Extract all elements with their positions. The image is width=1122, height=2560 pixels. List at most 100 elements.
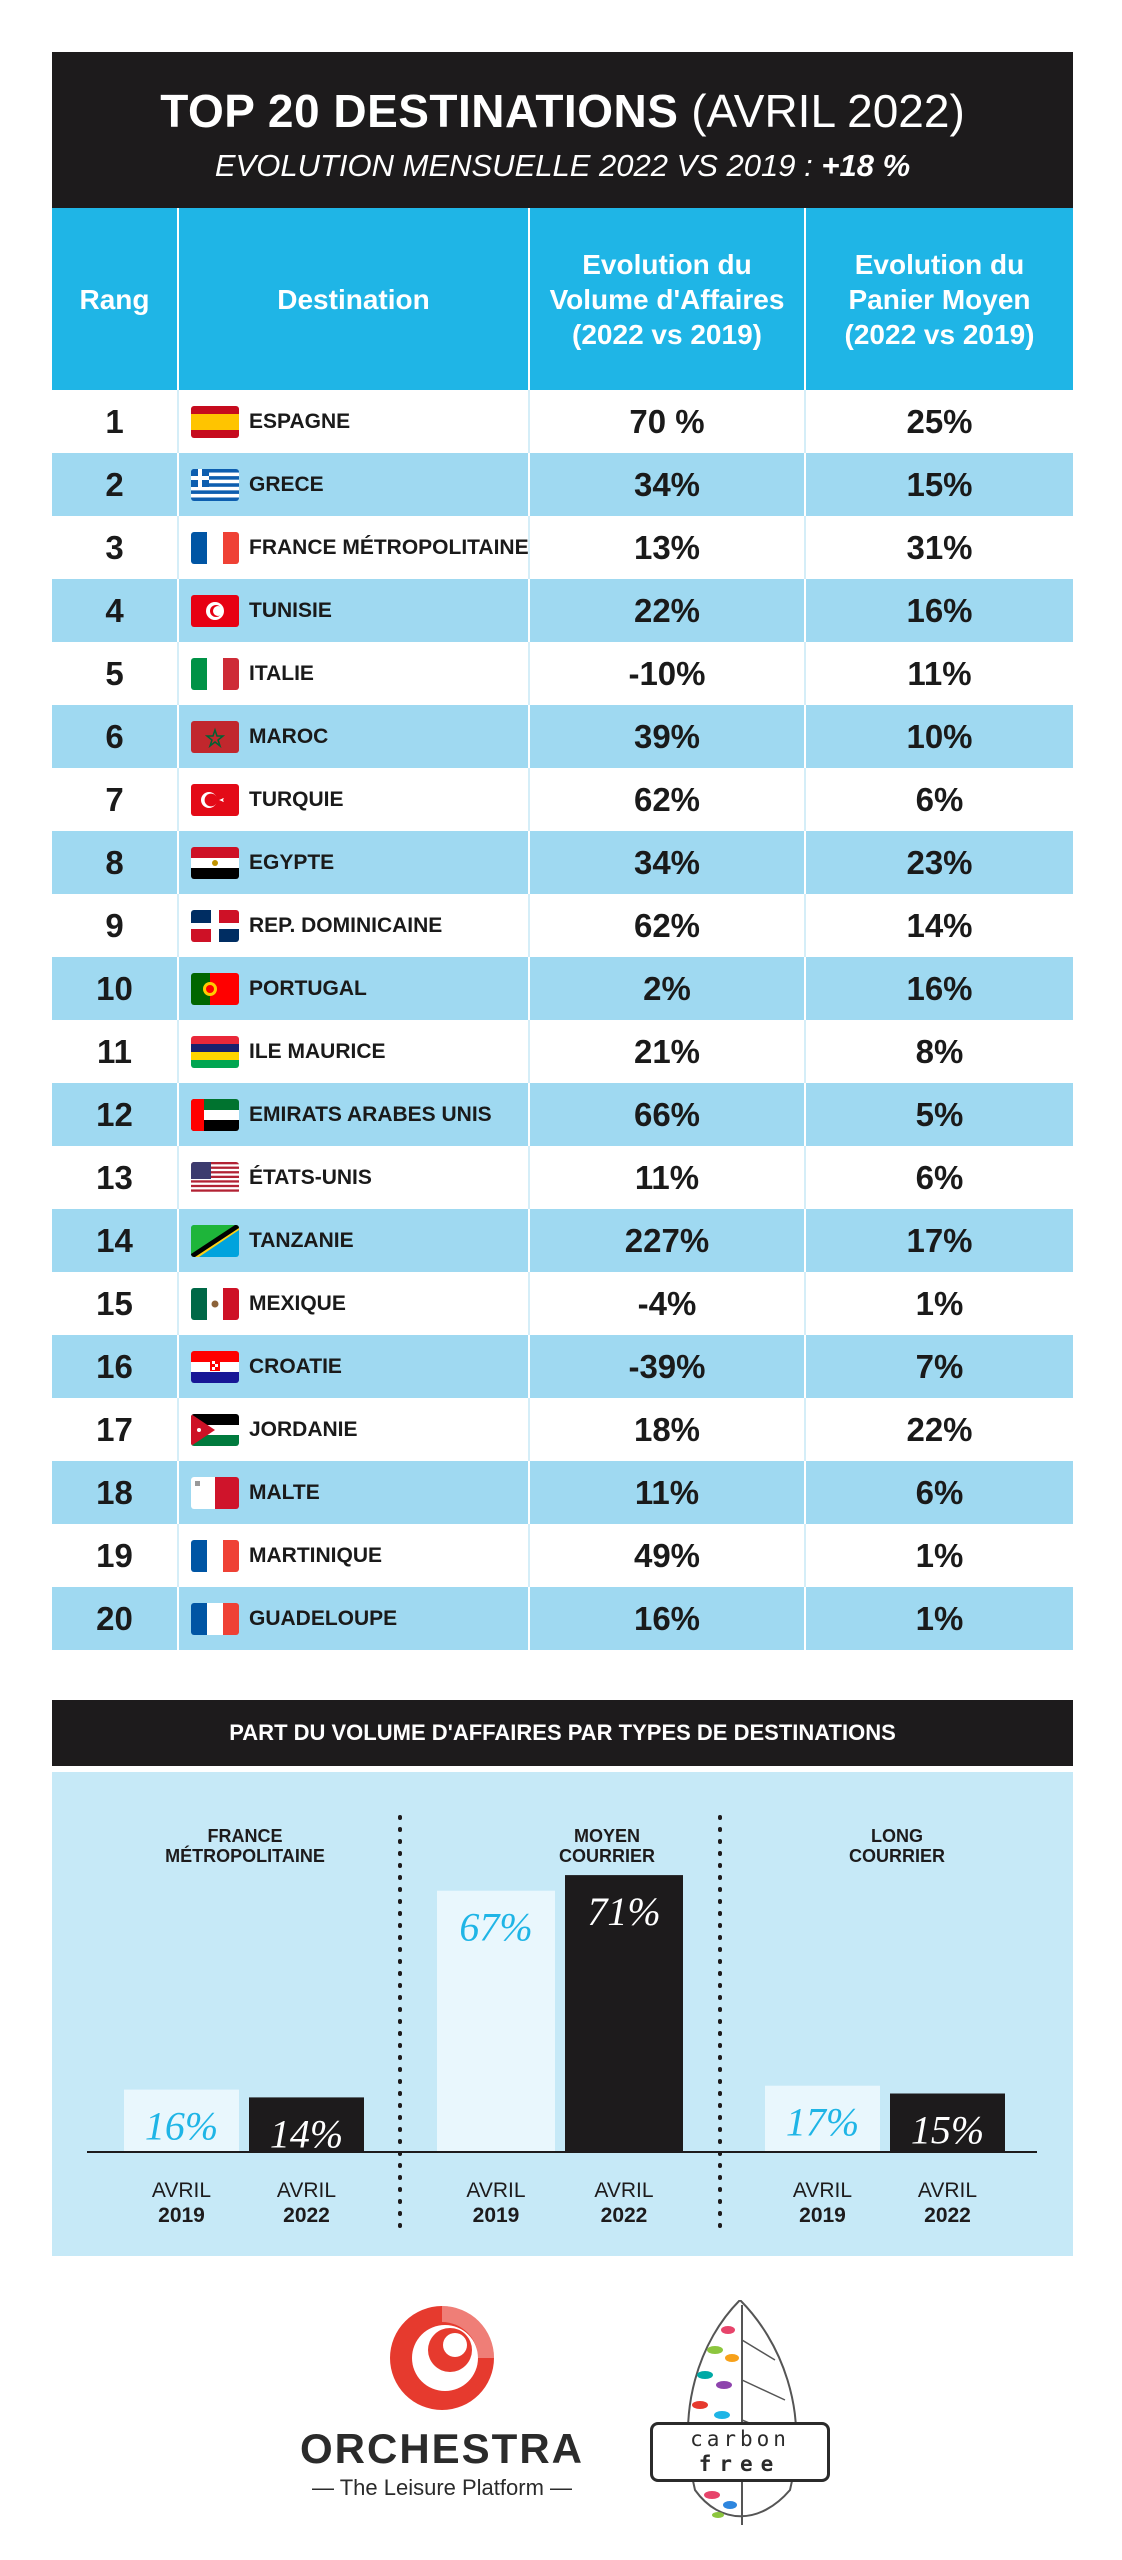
carbon-free-badge: carbon free xyxy=(650,2422,830,2482)
x-tick-label-year: 2019 xyxy=(473,2204,520,2227)
destination-cell: ÉTATS-UNIS xyxy=(178,1146,530,1209)
rank-cell: 4 xyxy=(52,579,179,642)
destination-cell: REP. DOMINICAINE xyxy=(178,894,530,957)
orchestra-name: ORCHESTRA xyxy=(299,2425,584,2472)
bar xyxy=(890,2093,1005,2152)
destination-cell: PORTUGAL xyxy=(178,957,530,1020)
panier-cell: 17% xyxy=(805,1209,1073,1272)
destination-name: MARTINIQUE xyxy=(249,1543,382,1567)
panier-cell: 23% xyxy=(805,831,1073,894)
carbon-free-leaf-icon xyxy=(687,2300,798,2525)
rank-cell: 3 xyxy=(52,516,179,579)
volume-cell: 18% xyxy=(529,1398,806,1461)
rank-cell: 16 xyxy=(52,1335,179,1398)
france-flag-icon xyxy=(191,531,239,564)
orchestra-logo-icon xyxy=(390,2306,494,2410)
destination-name: JORDANIE xyxy=(249,1417,358,1441)
destination-name: ITALIE xyxy=(249,661,314,685)
destination-cell: GRECE xyxy=(178,453,530,516)
destination-name: EGYPTE xyxy=(249,850,335,874)
malta-flag-icon xyxy=(191,1476,239,1509)
subtitle-text: EVOLUTION MENSUELLE 2022 VS 2019 : xyxy=(214,148,813,183)
destination-cell: MAROC xyxy=(178,705,530,768)
table-row: 12 EMIRATS ARABES UNIS 66% 5% xyxy=(52,1083,1073,1146)
panier-cell: 31% xyxy=(805,516,1073,579)
table-row: 11 ILE MAURICE 21% 8% xyxy=(52,1020,1073,1083)
destination-cell: TANZANIE xyxy=(178,1209,530,1272)
bar-value-label: 14% xyxy=(270,2111,343,2156)
volume-cell: 11% xyxy=(529,1146,806,1209)
rank-cell: 2 xyxy=(52,453,179,516)
rank-cell: 14 xyxy=(52,1209,179,1272)
volume-cell: 34% xyxy=(529,831,806,894)
table-row: 3 FRANCE MÉTROPOLITAINE 13% 31% xyxy=(52,516,1073,579)
orchestra-tagline: — The Leisure Platform — xyxy=(311,2475,573,2500)
dominican-republic-flag-icon xyxy=(191,909,239,942)
title-block: TOP 20 DESTINATIONS (AVRIL 2022) EVOLUTI… xyxy=(52,52,1073,208)
destination-cell: TUNISIE xyxy=(178,579,530,642)
volume-cell: 13% xyxy=(529,516,806,579)
rank-cell: 10 xyxy=(52,957,179,1020)
volume-cell: 62% xyxy=(529,768,806,831)
panier-cell: 7% xyxy=(805,1335,1073,1398)
bar-value-label: 16% xyxy=(145,2104,218,2149)
panier-cell: 5% xyxy=(805,1083,1073,1146)
panier-cell: 6% xyxy=(805,768,1073,831)
volume-cell: 34% xyxy=(529,453,806,516)
table-row: 7 TURQUIE 62% 6% xyxy=(52,768,1073,831)
x-tick-label-year: 2022 xyxy=(924,2204,971,2227)
volume-cell: 70 % xyxy=(529,390,806,453)
volume-cell: 22% xyxy=(529,579,806,642)
title-date: (AVRIL 2022) xyxy=(691,85,965,137)
rank-cell: 17 xyxy=(52,1398,179,1461)
chart-title: PART DU VOLUME D'AFFAIRES PAR TYPES DE D… xyxy=(52,1700,1073,1766)
x-tick-label-month: AVRIL xyxy=(918,2179,977,2202)
table-row: 5 ITALIE -10% 11% xyxy=(52,642,1073,705)
panier-cell: 16% xyxy=(805,579,1073,642)
x-tick-label-month: AVRIL xyxy=(466,2179,525,2202)
destination-cell: ITALIE xyxy=(178,642,530,705)
table-row: 17 JORDANIE 18% 22% xyxy=(52,1398,1073,1461)
bar-value-label: 71% xyxy=(587,1889,660,1934)
bar xyxy=(124,2089,239,2152)
volume-cell: 2% xyxy=(529,957,806,1020)
tanzania-flag-icon xyxy=(191,1224,239,1257)
group-title: FRANCE MÉTROPOLITAINE xyxy=(165,1826,325,1866)
table-row: 13 ÉTATS-UNIS 11% 6% xyxy=(52,1146,1073,1209)
rank-cell: 6 xyxy=(52,705,179,768)
x-tick-label-month: AVRIL xyxy=(152,2179,211,2202)
destination-name: PORTUGAL xyxy=(249,976,367,1000)
destination-cell: MALTE xyxy=(178,1461,530,1524)
destination-name: ÉTATS-UNIS xyxy=(249,1165,372,1189)
usa-flag-icon xyxy=(191,1161,239,1194)
x-tick-label-month: AVRIL xyxy=(594,2179,653,2202)
table-row: 6 MAROC 39% 10% xyxy=(52,705,1073,768)
panier-cell: 14% xyxy=(805,894,1073,957)
volume-cell: 16% xyxy=(529,1587,806,1650)
x-tick-label-month: AVRIL xyxy=(793,2179,852,2202)
destination-cell: FRANCE MÉTROPOLITAINE xyxy=(178,516,530,579)
carbon-line2: free xyxy=(698,2452,782,2476)
volume-cell: 21% xyxy=(529,1020,806,1083)
egypt-flag-icon xyxy=(191,846,239,879)
destination-cell: ILE MAURICE xyxy=(178,1020,530,1083)
rank-cell: 15 xyxy=(52,1272,179,1335)
rank-cell: 13 xyxy=(52,1146,179,1209)
mauritius-flag-icon xyxy=(191,1035,239,1068)
france-flag-icon xyxy=(191,1602,239,1635)
volume-cell: 39% xyxy=(529,705,806,768)
panier-cell: 1% xyxy=(805,1272,1073,1335)
rank-cell: 8 xyxy=(52,831,179,894)
x-tick-label-year: 2022 xyxy=(283,2204,330,2227)
volume-cell: -39% xyxy=(529,1335,806,1398)
destination-name: TANZANIE xyxy=(249,1228,354,1252)
morocco-flag-icon xyxy=(191,720,239,753)
table-row: 20 GUADELOUPE 16% 1% xyxy=(52,1587,1073,1650)
volume-cell: -10% xyxy=(529,642,806,705)
rank-cell: 19 xyxy=(52,1524,179,1587)
page-title: TOP 20 DESTINATIONS (AVRIL 2022) xyxy=(52,84,1073,138)
panier-cell: 6% xyxy=(805,1146,1073,1209)
rank-cell: 5 xyxy=(52,642,179,705)
volume-cell: 11% xyxy=(529,1461,806,1524)
panier-cell: 25% xyxy=(805,390,1073,453)
